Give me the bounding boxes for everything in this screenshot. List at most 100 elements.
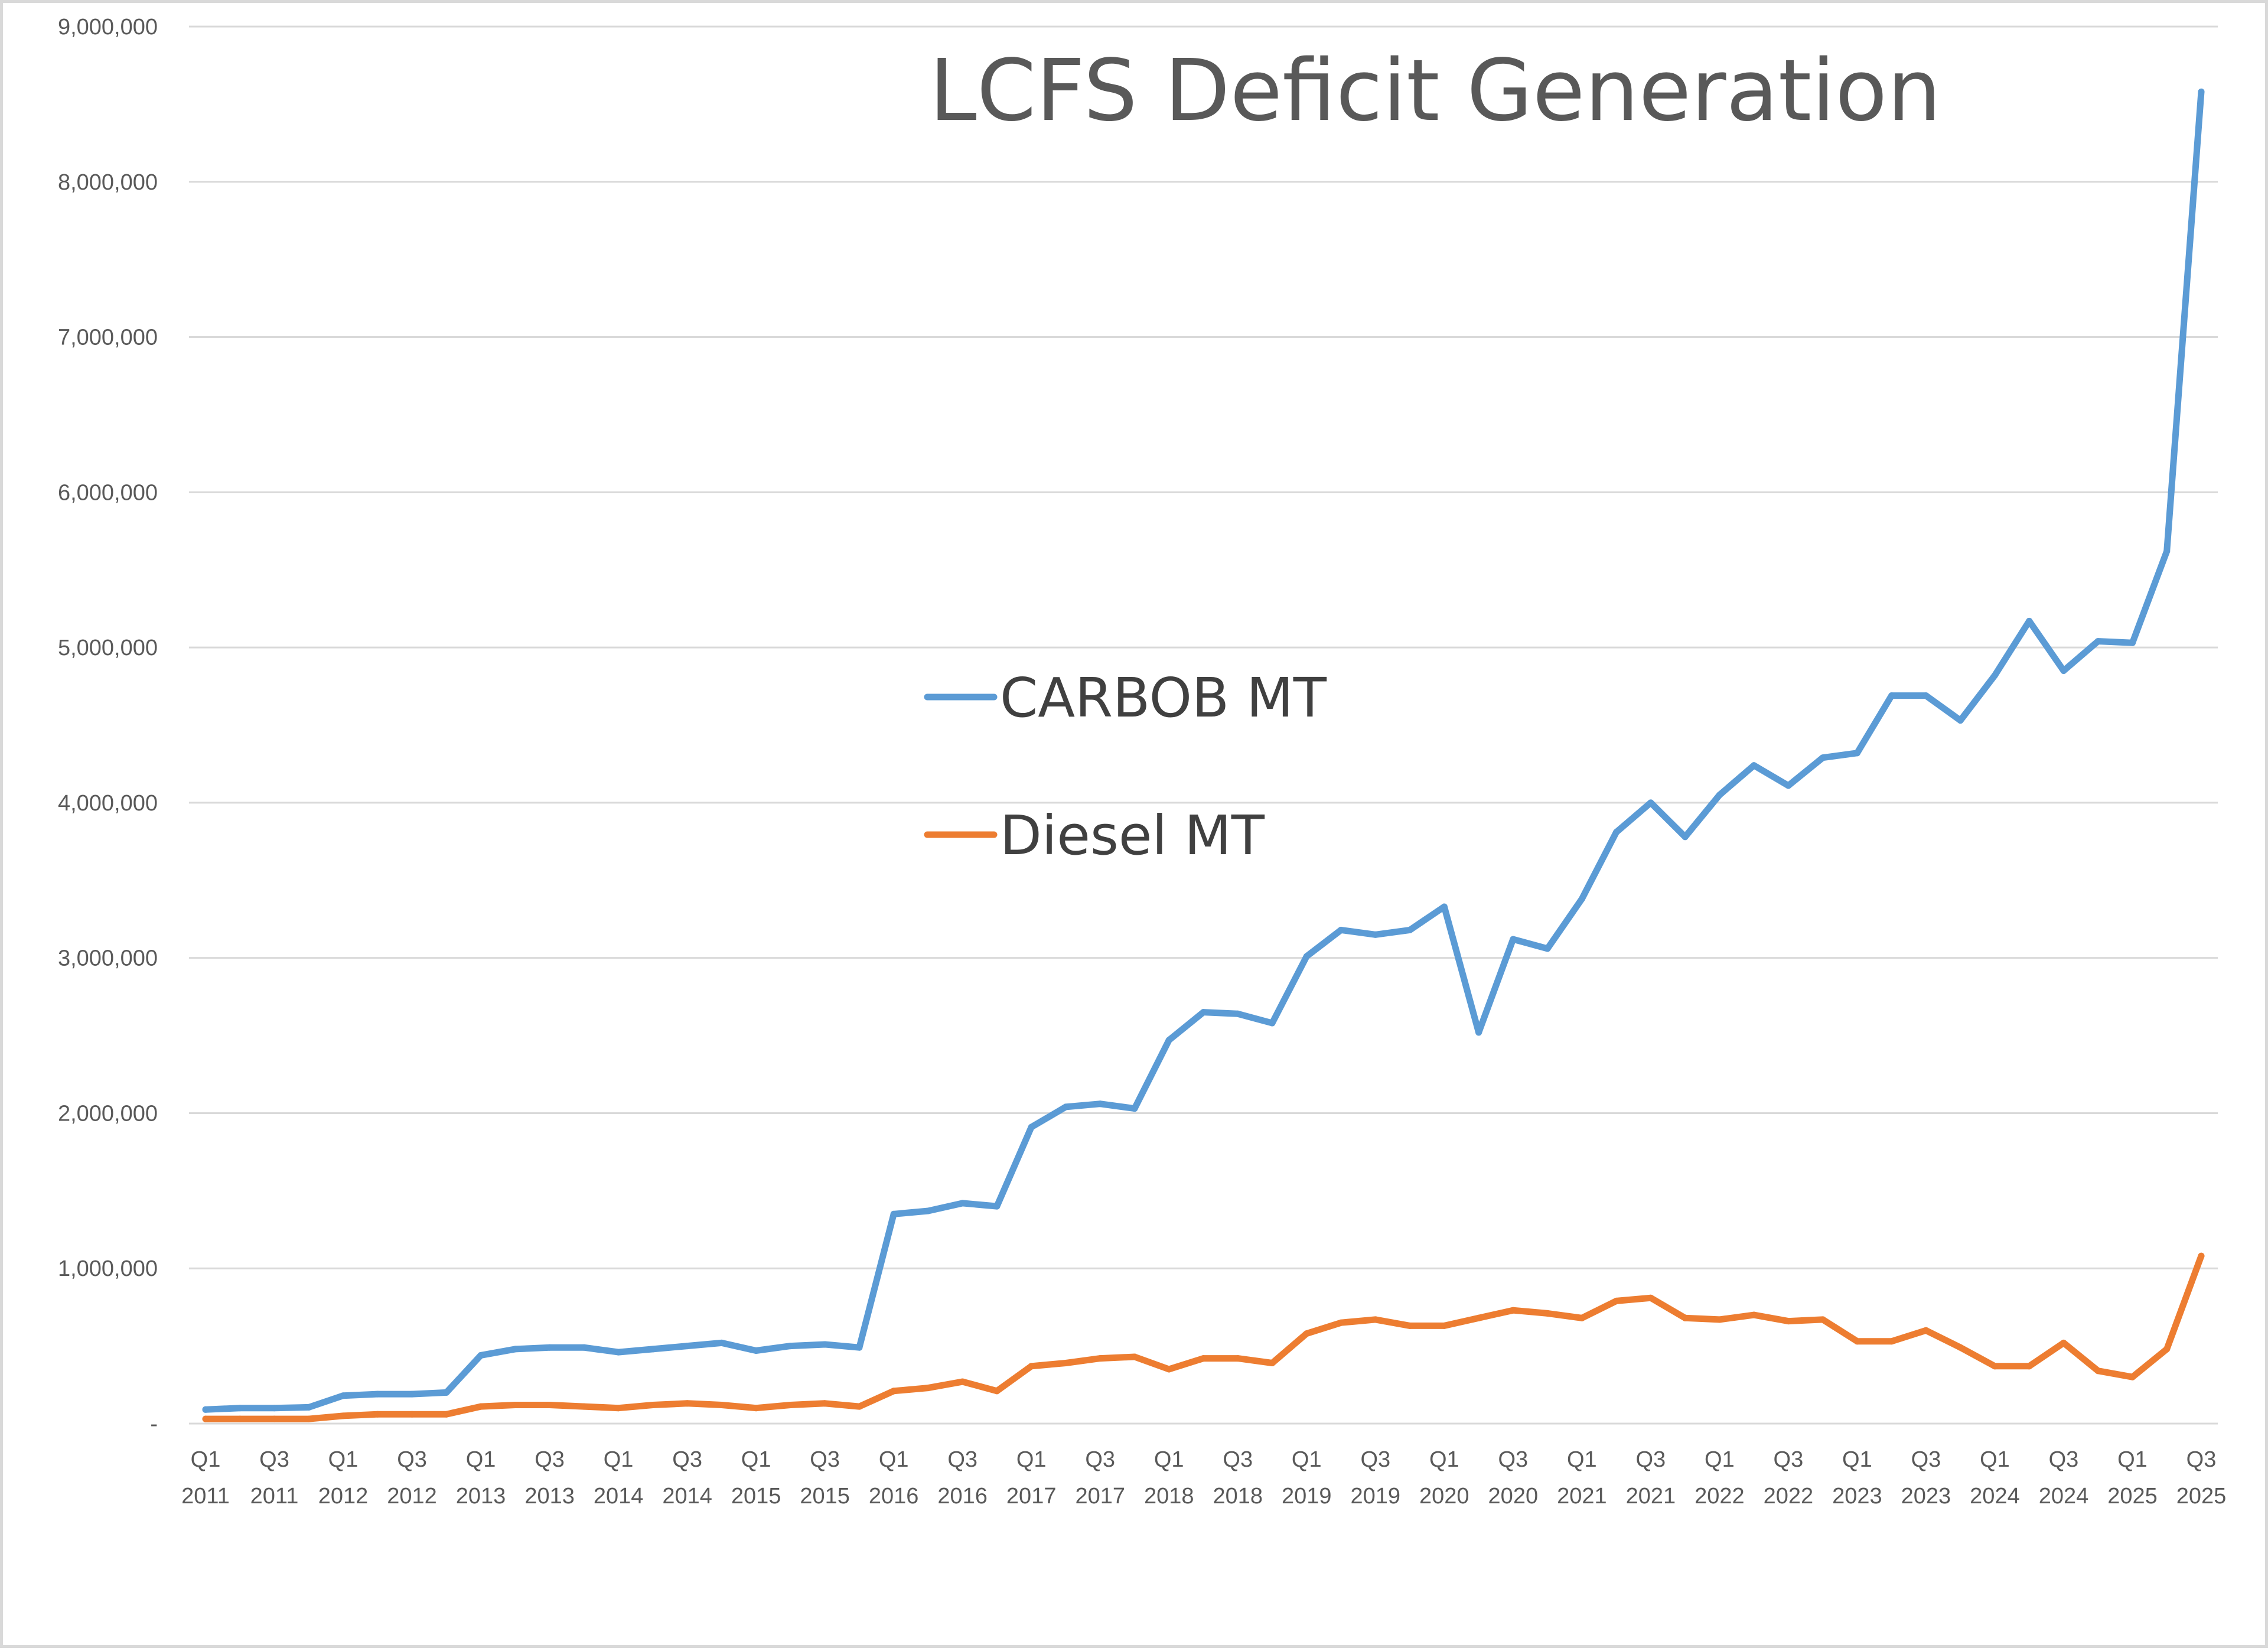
- data-point: [1269, 1020, 1276, 1027]
- x-tick-quarter: Q3: [2186, 1447, 2217, 1472]
- data-point: [1785, 782, 1792, 789]
- x-tick-quarter: Q3: [1911, 1447, 1941, 1472]
- x-tick-label: Q1 2017: [1006, 1447, 1057, 1509]
- x-tick-year: 2023: [1832, 1484, 1882, 1509]
- data-point: [993, 1203, 1001, 1210]
- data-point: [1751, 762, 1758, 769]
- data-point: [822, 1341, 829, 1348]
- data-point: [202, 1415, 209, 1422]
- data-point: [1578, 895, 1585, 903]
- data-point: [409, 1391, 416, 1398]
- data-point: [822, 1400, 829, 1407]
- legend: CARBOB MT Diesel MT: [924, 666, 1327, 867]
- data-point: [1578, 1314, 1585, 1321]
- data-point: [1475, 1029, 1482, 1036]
- data-point: [1682, 1314, 1689, 1321]
- x-tick-quarter: Q3: [1498, 1447, 1528, 1472]
- legend-item-carbob-mt: CARBOB MT: [924, 666, 1327, 730]
- x-tick-label: Q1 2020: [1419, 1447, 1469, 1509]
- data-point: [2094, 638, 2101, 645]
- x-tick-label: Q3 2020: [1488, 1447, 1539, 1509]
- x-tick-quarter: Q1: [741, 1447, 771, 1472]
- data-point: [340, 1392, 347, 1399]
- x-tick-year: 2011: [181, 1484, 230, 1509]
- x-tick-label: Q3 2021: [1626, 1447, 1676, 1509]
- data-point: [305, 1403, 312, 1411]
- x-tick-year: 2017: [1006, 1484, 1057, 1509]
- data-point: [1097, 1355, 1104, 1362]
- data-point: [2198, 1252, 2205, 1259]
- x-tick-year: 2013: [524, 1484, 575, 1509]
- data-point: [1063, 1103, 1069, 1111]
- x-tick-year: 2016: [937, 1484, 988, 1509]
- data-point: [2129, 639, 2136, 646]
- y-tick-label: 3,000,000: [58, 946, 158, 971]
- x-tick-year: 2022: [1695, 1484, 1745, 1509]
- x-tick-quarter: Q3: [1774, 1447, 1804, 1472]
- x-tick-quarter: Q1: [328, 1447, 359, 1472]
- x-tick-label: Q1 2015: [731, 1447, 781, 1509]
- data-point: [1372, 1316, 1379, 1323]
- x-tick-quarter: Q1: [1292, 1447, 1322, 1472]
- x-tick-label: Q1 2021: [1557, 1447, 1607, 1509]
- data-point: [1716, 792, 1723, 799]
- x-tick-label: Q3 2011: [250, 1447, 299, 1509]
- x-tick-quarter: Q3: [1360, 1447, 1390, 1472]
- x-tick-quarter: Q3: [259, 1447, 289, 1472]
- data-point: [511, 1402, 519, 1408]
- x-tick-label: Q3 2017: [1075, 1447, 1125, 1509]
- x-tick-label: Q1 2023: [1832, 1447, 1882, 1509]
- y-tick-label: 8,000,000: [58, 170, 158, 195]
- data-point: [684, 1343, 691, 1350]
- data-point: [1063, 1360, 1069, 1366]
- data-point: [236, 1415, 243, 1422]
- data-point: [374, 1391, 381, 1398]
- x-tick-year: 2014: [594, 1484, 644, 1509]
- data-point: [890, 1388, 897, 1395]
- x-tick-year: 2014: [662, 1484, 712, 1509]
- x-tick-quarter: Q1: [879, 1447, 909, 1472]
- data-point: [1510, 1307, 1517, 1314]
- x-tick-quarter: Q1: [1429, 1447, 1459, 1472]
- x-tick-quarter: Q1: [1705, 1447, 1735, 1472]
- x-tick-quarter: Q1: [2117, 1447, 2148, 1472]
- x-tick-label: Q3 2024: [2039, 1447, 2089, 1509]
- data-point: [2026, 617, 2033, 624]
- data-point: [615, 1405, 622, 1412]
- data-point: [581, 1344, 588, 1351]
- data-point: [959, 1378, 966, 1385]
- y-tick-label: 5,000,000: [58, 636, 158, 660]
- data-point: [1165, 1037, 1172, 1044]
- legend-item-diesel-mt: Diesel MT: [924, 804, 1265, 867]
- x-tick-quarter: Q3: [810, 1447, 840, 1472]
- data-point: [2163, 1346, 2171, 1353]
- y-tick-label: 6,000,000: [58, 480, 158, 505]
- x-tick-quarter: Q3: [1085, 1447, 1115, 1472]
- data-point: [1406, 1322, 1413, 1329]
- data-point: [1200, 1355, 1207, 1362]
- series-lines: [202, 88, 2205, 1422]
- x-tick-year: 2020: [1419, 1484, 1469, 1509]
- x-tick-year: 2025: [2176, 1484, 2227, 1509]
- data-point: [1200, 1009, 1207, 1016]
- data-point: [271, 1415, 278, 1422]
- x-tick-quarter: Q1: [1842, 1447, 1872, 1472]
- x-tick-year: 2015: [800, 1484, 850, 1509]
- data-point: [2129, 1373, 2136, 1380]
- x-tick-year: 2023: [1901, 1484, 1951, 1509]
- x-tick-year: 2024: [2039, 1484, 2089, 1509]
- x-tick-label: Q1 2024: [1970, 1447, 2020, 1509]
- data-point: [1682, 833, 1689, 841]
- data-point: [443, 1411, 450, 1418]
- data-point: [1957, 717, 1964, 724]
- x-tick-year: 2018: [1213, 1484, 1263, 1509]
- x-tick-year: 2021: [1626, 1484, 1676, 1509]
- data-point: [718, 1402, 725, 1408]
- data-point: [443, 1389, 450, 1396]
- x-tick-quarter: Q3: [672, 1447, 702, 1472]
- data-point: [1991, 1363, 1998, 1370]
- x-tick-label: Q3 2023: [1901, 1447, 1951, 1509]
- data-point: [787, 1402, 794, 1408]
- x-tick-label: Q3 2013: [524, 1447, 575, 1509]
